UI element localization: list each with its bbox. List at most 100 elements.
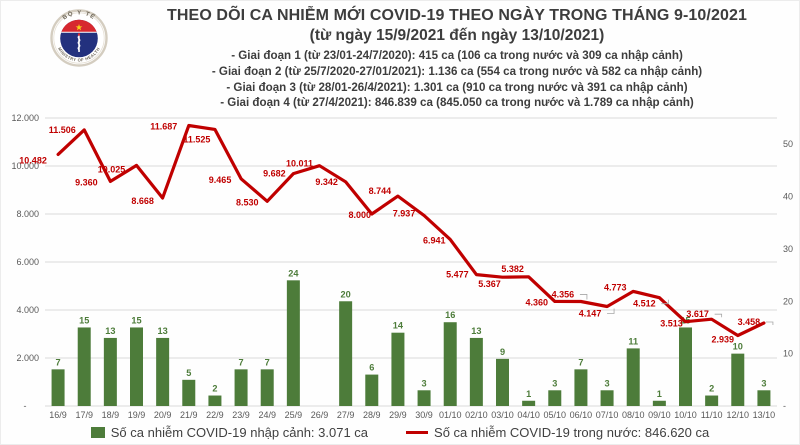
bar-imported-cases xyxy=(626,348,640,406)
y-tick-label-left: 12.000 xyxy=(11,113,39,123)
bar-label: 9 xyxy=(500,347,505,357)
line-label: 3.617 xyxy=(686,309,709,319)
x-tick-label: 02/10 xyxy=(465,410,488,420)
bar-imported-cases xyxy=(182,379,196,406)
line-label: 3.458 xyxy=(738,317,761,327)
bar-label: 10 xyxy=(733,342,743,352)
x-tick-label: 13/10 xyxy=(753,410,776,420)
line-label: 4.773 xyxy=(604,282,627,292)
label-leader-line xyxy=(765,321,774,326)
bar-label: 11 xyxy=(628,336,638,346)
bar-label: 14 xyxy=(393,321,404,331)
bar-imported-cases xyxy=(260,369,274,406)
bar-imported-cases xyxy=(286,280,300,406)
chart-subtitle: (từ ngày 15/9/2021 đến ngày 13/10/2021) xyxy=(309,27,605,44)
bar-label: 3 xyxy=(605,378,610,388)
y-tick-label-left: 6.000 xyxy=(16,257,39,267)
y-tick-label-left: 2.000 xyxy=(16,353,39,363)
line-label: 4.360 xyxy=(526,297,549,307)
bar-imported-cases xyxy=(339,301,353,406)
bar-label: 15 xyxy=(79,315,89,325)
rod-of-asclepius-icon xyxy=(77,32,81,52)
y-tick-label-left: - xyxy=(24,401,27,411)
bar-label: 3 xyxy=(761,378,766,388)
line-label: 8.000 xyxy=(349,210,372,220)
x-tick-label: 26/9 xyxy=(311,410,329,420)
line-label: 3.513 xyxy=(660,319,683,329)
y-tick-label-right: 50 xyxy=(783,139,793,149)
x-tick-label: 21/9 xyxy=(180,410,198,420)
note-phase-2: - Giai đoạn 2 (từ 25/7/2020-27/01/2021):… xyxy=(211,64,703,78)
x-tick-label: 18/9 xyxy=(102,410,120,420)
legend-line-swatch xyxy=(406,430,429,435)
x-tick-label: 20/9 xyxy=(154,410,172,420)
bar-label: 2 xyxy=(212,384,217,394)
legend-imported-label: Số ca nhiễm COVID-19 nhập cảnh: 3.071 ca xyxy=(110,425,369,440)
bar-imported-cases xyxy=(679,327,692,406)
bar-imported-cases xyxy=(469,337,483,406)
bar-imported-cases xyxy=(156,337,170,406)
x-tick-label: 17/9 xyxy=(75,410,93,420)
bar-label: 5 xyxy=(186,368,191,378)
line-label: 5.382 xyxy=(501,264,524,274)
bar-label: 7 xyxy=(265,357,270,367)
bar-imported-cases xyxy=(417,390,431,406)
label-leader-line xyxy=(714,313,723,318)
bar-imported-cases xyxy=(705,395,719,406)
x-tick-label: 11/10 xyxy=(701,410,723,420)
x-tick-label: 01/10 xyxy=(439,410,462,420)
x-tick-label: 10/10 xyxy=(674,410,697,420)
x-tick-label: 25/9 xyxy=(285,410,303,420)
bar-imported-cases xyxy=(51,369,65,406)
chart-title: THEO DÕI CA NHIỄM MỚI COVID-19 THEO NGÀY… xyxy=(167,7,747,24)
y-tick-label-left: 8.000 xyxy=(16,209,39,219)
bar-imported-cases xyxy=(365,374,379,406)
bar-label: 7 xyxy=(239,357,244,367)
x-tick-label: 05/10 xyxy=(544,410,567,420)
line-label: 7.937 xyxy=(393,209,416,219)
bar-label: 13 xyxy=(471,326,481,336)
x-tick-label: 30/9 xyxy=(415,410,433,420)
x-tick-label: 12/10 xyxy=(727,410,750,420)
x-tick-label: 03/10 xyxy=(491,410,514,420)
bar-imported-cases xyxy=(600,390,614,406)
label-leader-line xyxy=(607,308,615,314)
y-tick-label-right: 20 xyxy=(783,296,793,306)
line-label: 10.482 xyxy=(19,155,47,165)
line-label: 2.939 xyxy=(712,334,735,344)
bar-imported-cases xyxy=(496,358,509,406)
bar-label: 3 xyxy=(552,378,557,388)
legend-domestic-label: Số ca nhiễm COVID-19 trong nước: 846.620… xyxy=(434,425,710,440)
x-tick-label: 09/10 xyxy=(648,410,671,420)
line-label: 10.011 xyxy=(286,159,313,169)
logo-star-icon xyxy=(75,24,83,31)
x-tick-label: 19/9 xyxy=(128,410,146,420)
bar-label: 7 xyxy=(578,357,583,367)
x-tick-label: 23/9 xyxy=(232,410,250,420)
line-label: 11.506 xyxy=(49,125,76,135)
x-tick-label: 08/10 xyxy=(622,410,645,420)
y-tick-label-right: 10 xyxy=(783,349,793,359)
note-phase-3: - Giai đoạn 3 (từ 28/01-26/4/2021): 1.30… xyxy=(226,80,688,94)
bar-label: 1 xyxy=(657,389,662,399)
line-label: 9.342 xyxy=(315,177,338,187)
line-label: 5.367 xyxy=(478,279,501,289)
x-tick-label: 27/9 xyxy=(337,410,355,420)
bar-imported-cases xyxy=(757,390,771,406)
legend-item-imported: Số ca nhiễm COVID-19 nhập cảnh: 3.071 ca xyxy=(90,425,369,440)
ministry-of-health-logo: BỘ Y TẾ MINISTRY OF HEALTH xyxy=(50,9,108,67)
line-label: 11.525 xyxy=(183,134,210,144)
line-label: 9.465 xyxy=(209,175,232,185)
bar-label: 13 xyxy=(105,326,115,336)
line-label: 4.356 xyxy=(552,289,575,299)
bar-label: 7 xyxy=(56,357,61,367)
bar-imported-cases xyxy=(77,327,91,406)
x-tick-label: 04/10 xyxy=(517,410,540,420)
bar-label: 3 xyxy=(422,378,427,388)
line-label: 4.512 xyxy=(633,299,656,309)
bar-imported-cases xyxy=(522,400,536,406)
line-label: 10.025 xyxy=(98,164,126,174)
line-label: 6.941 xyxy=(423,235,446,245)
